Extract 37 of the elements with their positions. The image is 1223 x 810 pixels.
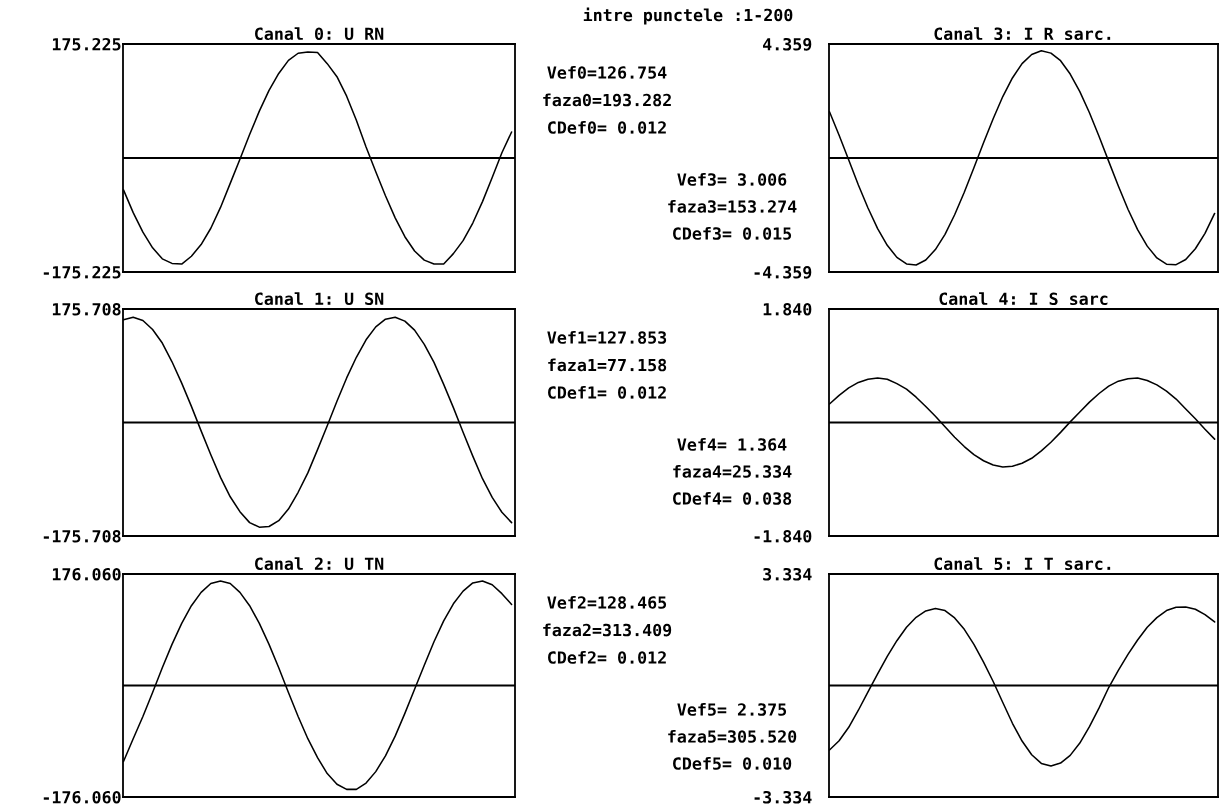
text: CDef3= 0.015 bbox=[673, 226, 792, 240]
text: Vef0=126.754 bbox=[547, 65, 667, 79]
text: CDef2= 0.012 bbox=[548, 650, 666, 664]
chart-title: Canal 2: U TN bbox=[255, 557, 384, 571]
y-tick-label: 1.840 bbox=[763, 302, 812, 316]
text: Vef4= 1.364 bbox=[677, 437, 787, 451]
y-tick-label: -1.840 bbox=[754, 529, 812, 543]
chart-title: Canal 4: I S sarc bbox=[939, 292, 1108, 306]
text: faza5=305.520 bbox=[668, 729, 797, 743]
chart-title: Canal 5: I T sarc. bbox=[934, 557, 1111, 571]
text: faza0=193.282 bbox=[543, 93, 671, 107]
y-tick-label: -3.334 bbox=[754, 790, 812, 804]
y-tick-label: 3.334 bbox=[763, 567, 812, 581]
y-tick-label: -175.225 bbox=[43, 265, 121, 279]
y-tick-label: -175.708 bbox=[43, 529, 121, 543]
text: CDef5= 0.010 bbox=[673, 756, 792, 770]
text: Vef2=128.465 bbox=[547, 595, 667, 609]
y-tick-label: 176.060 bbox=[52, 567, 121, 581]
text: CDef1= 0.012 bbox=[548, 385, 666, 399]
text: faza1=77.158 bbox=[548, 358, 667, 372]
text: faza2=313.409 bbox=[543, 623, 672, 637]
text: Vef3= 3.006 bbox=[677, 172, 787, 186]
y-tick-label: -4.359 bbox=[754, 265, 812, 279]
text: faza3=153.274 bbox=[668, 199, 797, 213]
text: intre punctele :1-200 bbox=[583, 7, 793, 25]
y-tick-label: 175.708 bbox=[52, 302, 121, 316]
chart-title: Canal 0: U RN bbox=[255, 27, 384, 41]
chart-title: Canal 3: I R sarc. bbox=[934, 27, 1111, 41]
text: CDef4= 0.038 bbox=[673, 491, 792, 505]
chart-title: Canal 1: U SN bbox=[255, 292, 384, 306]
y-tick-label: 4.359 bbox=[762, 37, 812, 51]
y-tick-label: 175.225 bbox=[52, 37, 121, 51]
text: faza4=25.334 bbox=[673, 464, 792, 478]
text: Vef5= 2.375 bbox=[677, 702, 787, 716]
text: CDef0= 0.012 bbox=[548, 120, 666, 134]
text: Vef1=127.853 bbox=[547, 330, 667, 344]
y-tick-label: -176.060 bbox=[43, 790, 121, 804]
